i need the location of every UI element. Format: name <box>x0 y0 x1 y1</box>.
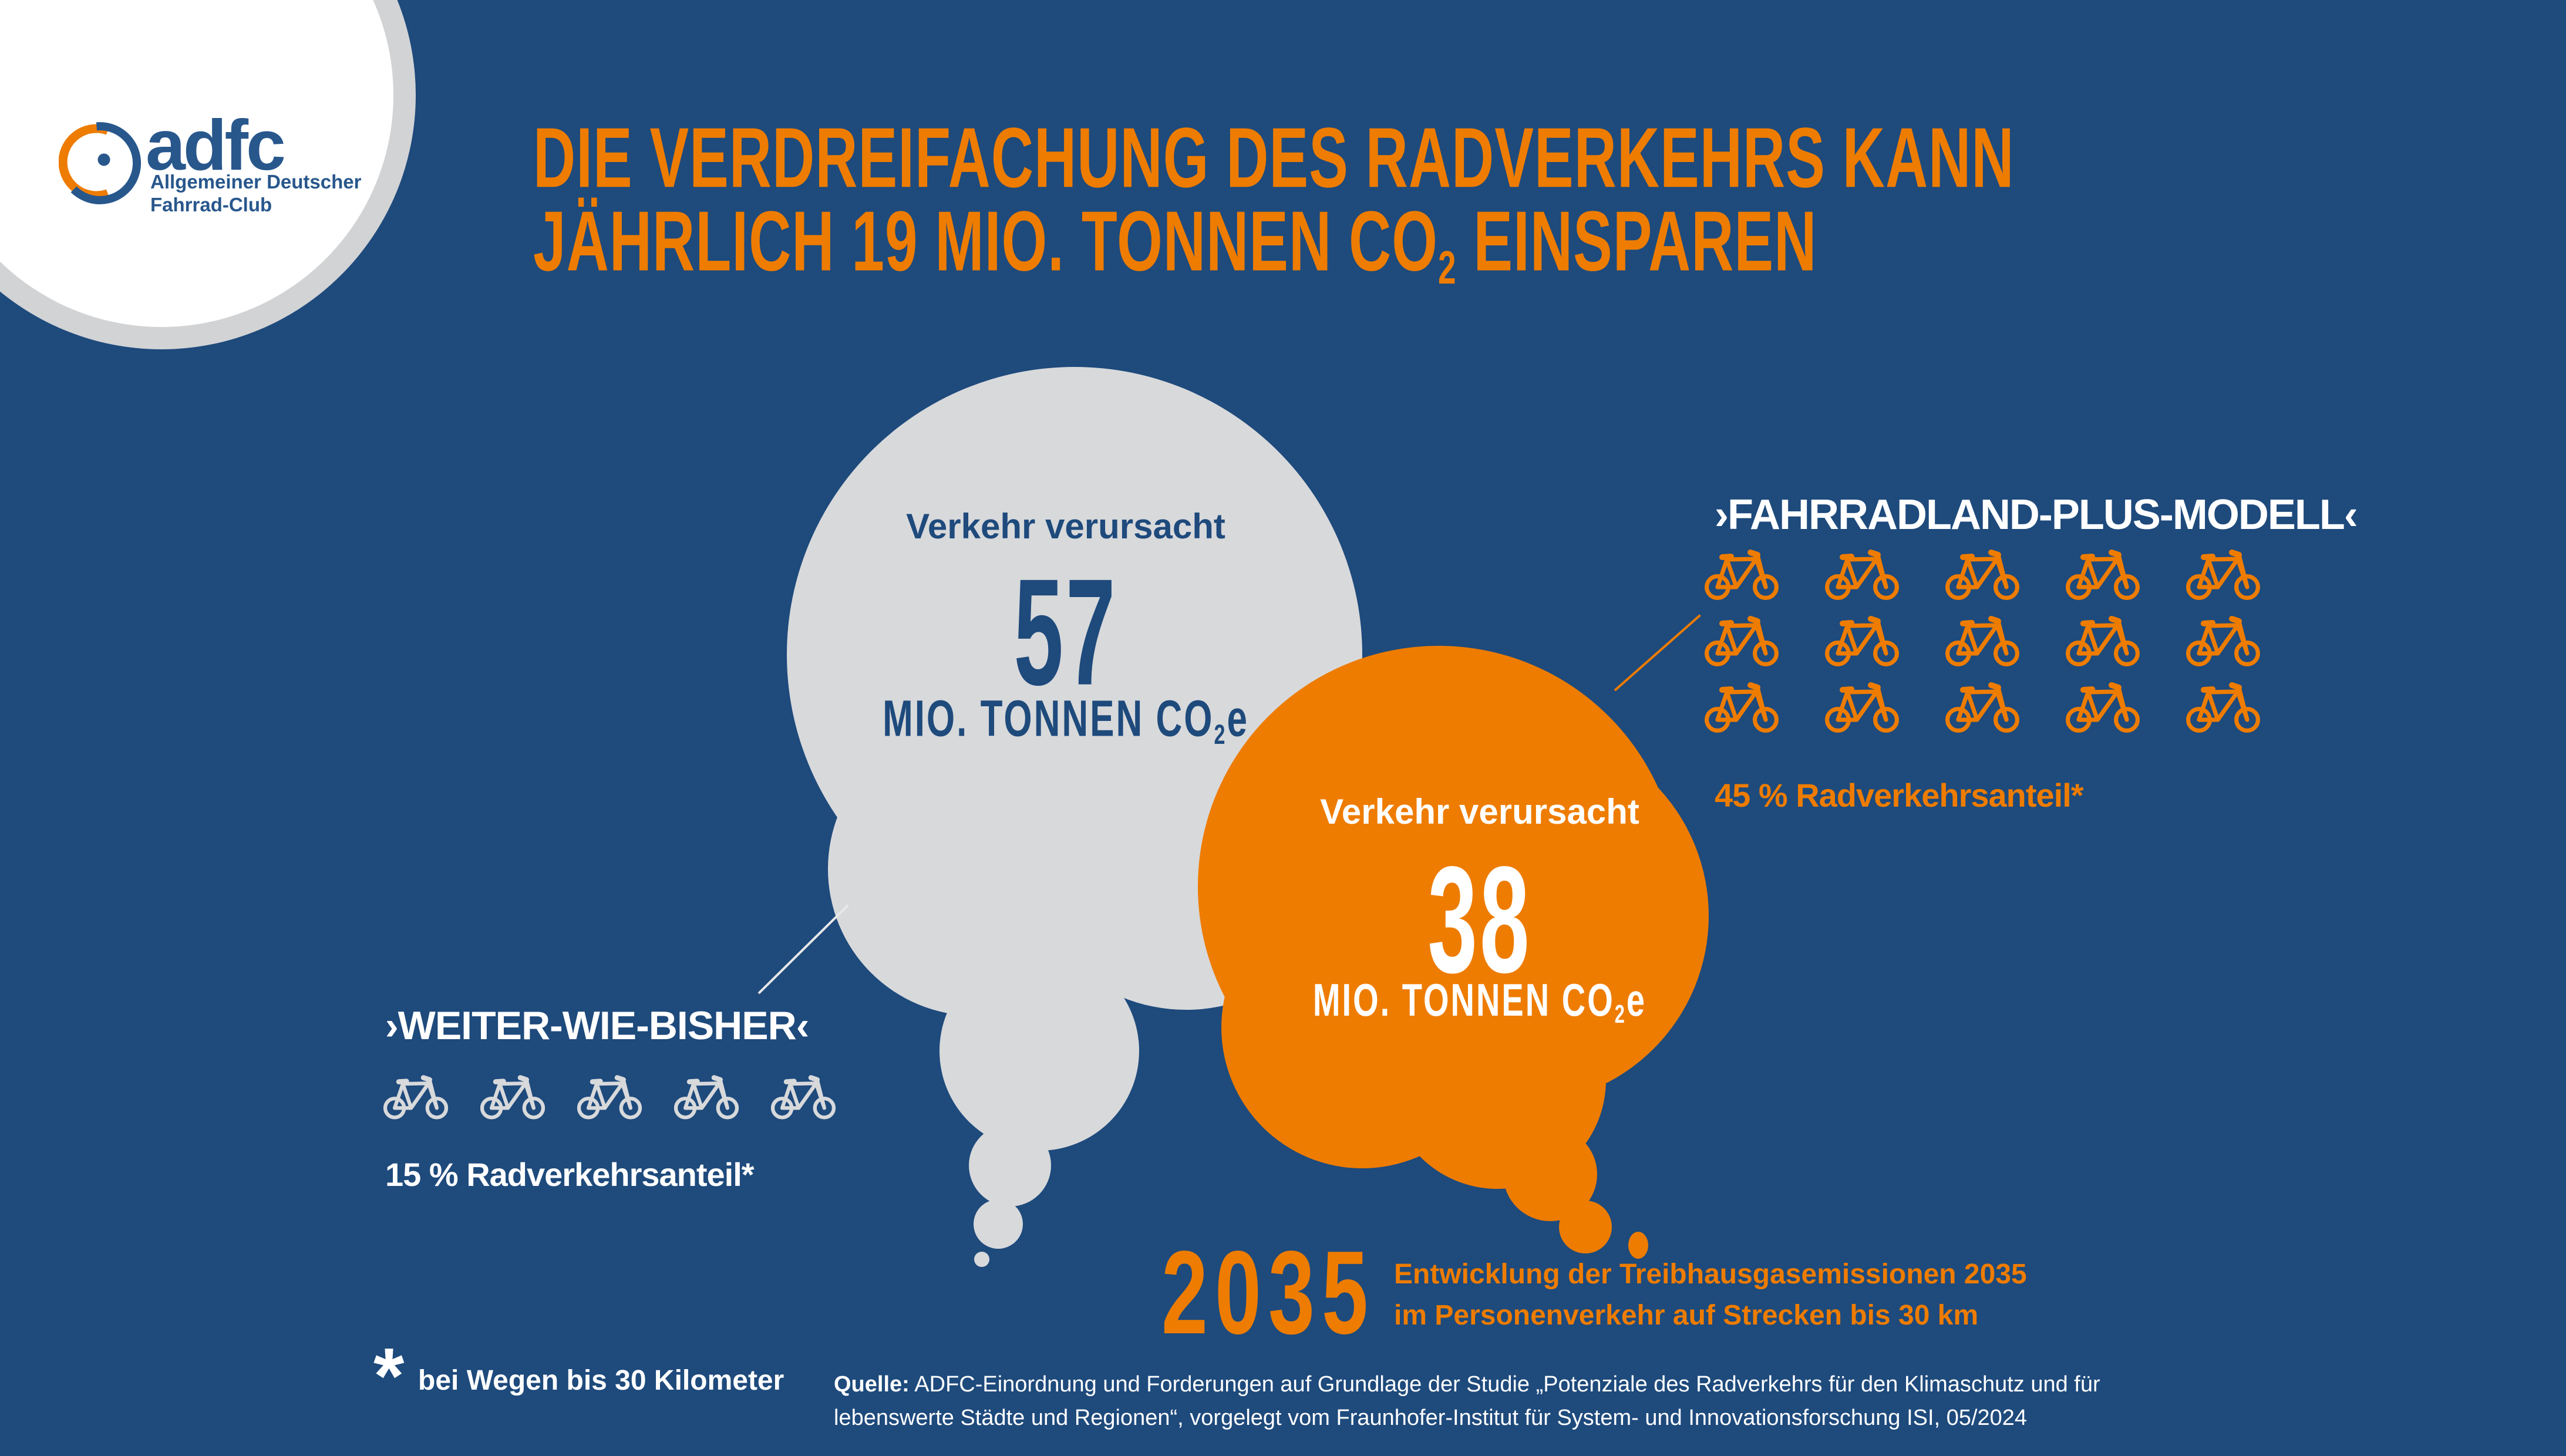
bicycle-icon <box>2065 680 2140 734</box>
orange-cloud-puff-3 <box>1628 1232 1648 1259</box>
bicycle-icon <box>1704 614 1779 668</box>
scenario-right-title: ›FAHRRADLAND-PLUS-MODELL‹ <box>1715 491 2358 538</box>
bicycle-icon <box>1704 547 1779 601</box>
page-title: DIE VERDREIFACHUNG DES RADVERKEHRS KANN … <box>533 116 2015 291</box>
footnote-asterisk: * <box>373 1332 405 1420</box>
co2-subscript: 2 <box>1214 719 1227 750</box>
year-description-line2: im Personenverkehr auf Strecken bis 30 k… <box>1394 1300 1979 1331</box>
year-description: Entwicklung der Treibhausgasemissionen 2… <box>1394 1254 2027 1336</box>
adfc-wheel-icon <box>59 122 141 204</box>
orange-cloud-unit: MIO. TONNEN CO2e <box>1312 973 1647 1029</box>
bicycle-icon <box>1824 614 1900 668</box>
gray-cloud-value: 57 <box>1013 547 1118 717</box>
co2-subscript: 2 <box>1614 999 1627 1029</box>
bicycle-icon <box>1945 614 2020 668</box>
gray-cloud-puff-2 <box>974 1199 1023 1249</box>
scenario-left-share: 15 % Radverkehrsanteil* <box>385 1156 755 1193</box>
logo-subtitle-line1: Allgemeiner Deutscher <box>150 171 362 193</box>
footnote-text: bei Wegen bis 30 Kilometer <box>418 1365 784 1396</box>
bicycle-icon <box>1824 680 1900 734</box>
bicycle-icon <box>2065 614 2140 668</box>
bicycle-icon <box>383 1072 449 1121</box>
page-title-line1: DIE VERDREIFACHUNG DES RADVERKEHRS KANN <box>533 110 2015 206</box>
connector-line-right <box>1614 614 1701 692</box>
orange-cloud-label: Verkehr verursacht <box>1320 792 1639 831</box>
bicycle-icon <box>1945 547 2020 601</box>
bike-row-left <box>383 1072 836 1121</box>
source-note: Quelle: ADFC-Einordnung und Forderungen … <box>834 1368 2100 1435</box>
bicycle-icon <box>577 1072 642 1121</box>
gray-cloud-unit: MIO. TONNEN CO2e <box>883 690 1249 750</box>
co2-subscript: 2 <box>1438 241 1457 294</box>
bicycle-icon <box>1945 680 2020 734</box>
bicycle-icon <box>1704 680 1779 734</box>
scenario-left-title: ›WEITER-WIE-BISHER‹ <box>385 1003 809 1048</box>
gray-cloud-puff-1 <box>969 1124 1051 1206</box>
logo-subtitle: Allgemeiner Deutscher Fahrrad-Club <box>150 170 361 216</box>
bicycle-icon <box>2186 547 2261 601</box>
bicycle-icon <box>2065 547 2140 601</box>
bicycle-icon <box>770 1072 836 1121</box>
source-line2: lebenswerte Städte und Regionen“, vorgel… <box>834 1406 2028 1430</box>
bicycle-icon <box>1824 547 1900 601</box>
bicycle-icon <box>674 1072 739 1121</box>
orange-cloud-value: 38 <box>1427 835 1532 1005</box>
bike-grid-right <box>1704 547 2263 734</box>
gray-cloud-label: Verkehr verursacht <box>906 507 1225 546</box>
year-label: 2035 <box>1161 1226 1375 1359</box>
bicycle-icon <box>2186 680 2261 734</box>
gray-cloud-puff-3 <box>974 1252 989 1267</box>
year-description-line1: Entwicklung der Treibhausgasemissionen 2… <box>1394 1259 2027 1290</box>
page-title-line2: JÄHRLICH 19 MIO. TONNEN CO2 EINSPAREN <box>533 193 1817 294</box>
logo-subtitle-line2: Fahrrad-Club <box>150 194 272 215</box>
scenario-right-share: 45 % Radverkehrsanteil* <box>1715 777 2084 814</box>
bicycle-icon <box>2186 614 2261 668</box>
bicycle-icon <box>480 1072 545 1121</box>
orange-cloud-puff-2 <box>1559 1201 1612 1253</box>
source-label: Quelle: <box>834 1372 910 1397</box>
connector-line-left <box>757 904 849 995</box>
logo-wordmark: adfc <box>146 105 286 185</box>
source-line1: Quelle: ADFC-Einordnung und Forderungen … <box>834 1372 2100 1397</box>
